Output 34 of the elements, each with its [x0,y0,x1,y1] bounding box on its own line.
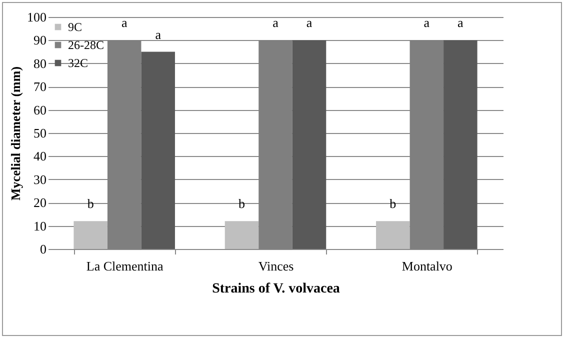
y-tick-label: 10 [34,218,46,234]
x-axis-title: Strains of V. volvacea [212,282,340,296]
data-label: a [424,15,430,30]
y-tick-label: 30 [34,172,46,187]
bar [292,40,326,249]
legend-label: 32C [68,56,88,70]
x-tick-label: Vinces [258,258,294,274]
y-axis-title: Mycelial diameter (mm) [8,66,23,201]
data-label: b [87,196,94,212]
x-tick-label: Montalvo [402,258,452,274]
y-tick-label: 60 [34,102,46,118]
y-tick-label: 50 [34,126,46,140]
legend-label: 26-28C [68,38,104,52]
data-label: a [121,15,128,30]
x-tick-label: La Clementina [86,258,164,274]
data-label: b [390,196,396,212]
y-tick-label: 0 [40,242,46,256]
bar [444,40,478,249]
bar [141,52,175,249]
y-tick-label: 40 [34,148,46,164]
y-tick-label: 20 [34,195,46,210]
data-label: a [155,26,162,42]
y-tick-label: 100 [27,10,46,24]
data-label: a [458,15,464,30]
legend-label: 9C [68,20,82,34]
y-tick-label: 70 [34,79,46,94]
bar [74,221,108,249]
data-label: a [306,15,312,30]
y-tick-label: 80 [34,56,46,71]
y-tick-label: 90 [34,32,46,48]
data-label: a [272,15,279,30]
data-label: b [238,196,245,212]
bar [224,221,259,249]
bar [376,221,410,249]
